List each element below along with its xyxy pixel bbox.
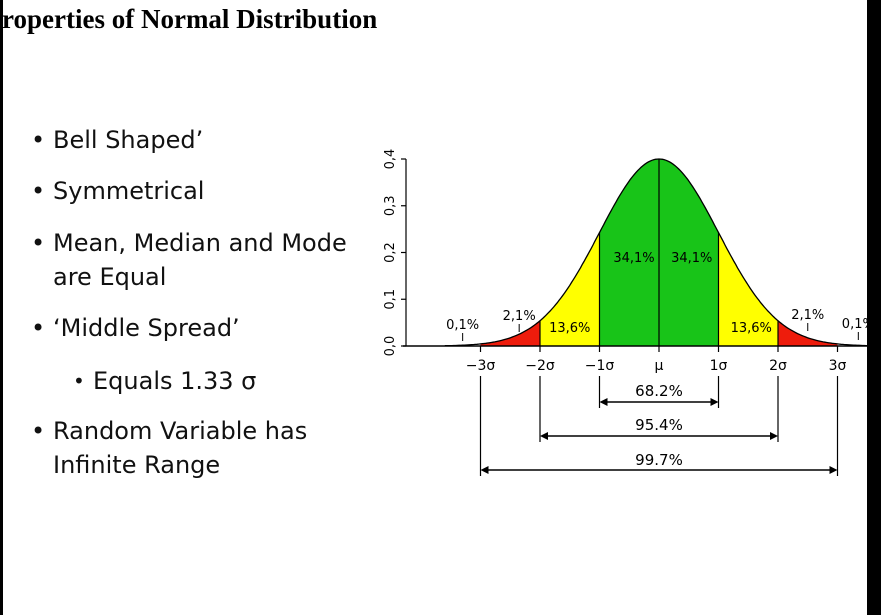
- interval-percent-label: 99.7%: [635, 451, 683, 469]
- region-percent-label: 34,1%: [671, 251, 712, 266]
- interval-arrowhead-left: [540, 432, 548, 440]
- region-1: [480, 320, 540, 346]
- region-6: [778, 320, 838, 346]
- region-percent-label: 0,1%: [842, 317, 870, 332]
- bullet-dot: •: [31, 229, 46, 257]
- bullet-dot: •: [31, 126, 46, 154]
- interval-arrowhead-right: [829, 466, 838, 474]
- sub-bullet-equals: • Equals 1.33 σ: [73, 364, 257, 398]
- interval-percent-label: 68.2%: [635, 382, 683, 400]
- region-percent-label: 0,1%: [446, 318, 479, 333]
- interval-arrowhead-right: [770, 432, 778, 440]
- bullet-dot: •: [31, 177, 46, 205]
- bullet-dot: •: [31, 417, 46, 445]
- bullet-text: Equals 1.33 σ: [93, 367, 257, 395]
- bullet-bell-shaped: • Bell Shaped’: [31, 123, 204, 157]
- region-percent-label: 34,1%: [613, 251, 654, 266]
- slide-title: roperties of Normal Distribution: [2, 4, 378, 34]
- region-percent-label: 2,1%: [791, 308, 824, 323]
- bullet-text: Symmetrical: [53, 177, 205, 205]
- bullet-text: ‘Middle Spread’: [53, 314, 240, 342]
- x-tick-label: 2σ: [769, 358, 787, 374]
- bullet-text: Bell Shaped’: [53, 126, 204, 154]
- bullet-dot: •: [31, 314, 46, 342]
- bullet-text-line2: are Equal: [53, 263, 167, 291]
- x-tick-label: 1σ: [710, 358, 728, 374]
- y-tick-label: 0,4: [383, 149, 398, 170]
- region-percent-label: 13,6%: [549, 321, 590, 336]
- x-tick-label: μ: [655, 358, 664, 374]
- window-edge: [867, 0, 881, 615]
- region-percent-label: 13,6%: [731, 321, 772, 336]
- y-tick-label: 0,2: [383, 242, 398, 263]
- x-tick-label: 3σ: [829, 358, 847, 374]
- x-tick-label: −3σ: [466, 358, 496, 374]
- bullet-dot: •: [73, 369, 85, 393]
- bullet-mean-median-mode: • Mean, Median and Mode are Equal: [31, 226, 347, 294]
- bullet-symmetrical: • Symmetrical: [31, 174, 205, 208]
- bullet-random-variable: • Random Variable has Infinite Range: [31, 414, 308, 482]
- bullet-text: Mean, Median and Mode: [53, 229, 347, 257]
- normal-distribution-chart: 0,0 0,1 0,2 0,3 0,4 −3σ −2σ −1σ μ 1σ 2σ 3σ 0,1% 2,1% 1…: [383, 149, 870, 476]
- bullet-text: Random Variable has: [53, 417, 308, 445]
- bullet-middle-spread: • ‘Middle Spread’: [31, 311, 240, 345]
- interval-percent-label: 95.4%: [635, 416, 683, 434]
- interval-arrowhead-left: [599, 398, 608, 406]
- x-tick-label: −2σ: [525, 358, 555, 374]
- interval-arrowhead-left: [480, 466, 489, 474]
- y-tick-label: 0,0: [383, 336, 398, 357]
- x-tick-label: −1σ: [585, 358, 615, 374]
- interval-arrowhead-right: [710, 398, 719, 406]
- bullet-text-line2: Infinite Range: [53, 451, 221, 479]
- region-percent-label: 2,1%: [503, 309, 536, 324]
- y-tick-label: 0,3: [383, 195, 398, 216]
- y-tick-label: 0,1: [383, 289, 398, 310]
